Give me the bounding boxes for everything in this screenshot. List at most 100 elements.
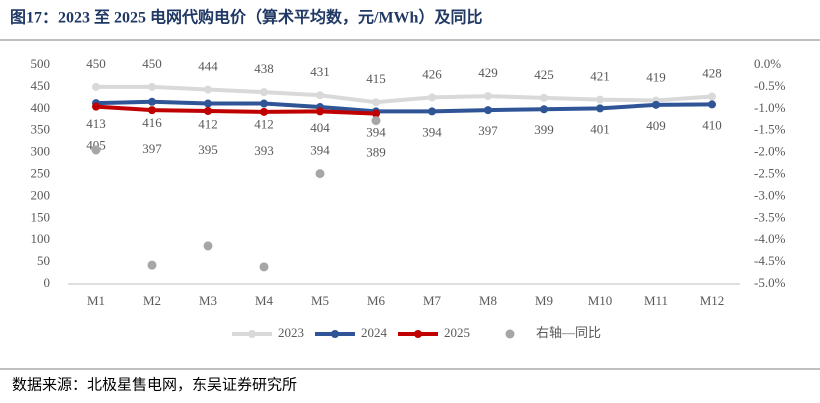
data-label: 394 xyxy=(422,124,442,139)
data-label: 431 xyxy=(310,64,330,79)
point xyxy=(708,100,716,109)
y-tick-label: 150 xyxy=(31,209,51,224)
point xyxy=(260,107,268,116)
source: 数据来源：北极星售电网，东吴证券研究所 xyxy=(12,376,297,393)
series-line xyxy=(95,104,377,116)
data-label: 415 xyxy=(366,71,386,86)
y2-tick-label: -3.5% xyxy=(754,209,786,224)
data-label: 397 xyxy=(478,123,498,138)
y2-tick-label: -2.5% xyxy=(754,165,786,180)
data-label: 438 xyxy=(254,61,274,76)
x-tick-label: M6 xyxy=(367,293,386,308)
point xyxy=(204,85,212,94)
chart-title: 图17：2023 至 2025 电网代购电价（算术平均数，元/MWh）及同比 xyxy=(10,8,482,27)
y2-tick-label: 0.0% xyxy=(754,56,781,71)
point xyxy=(203,241,213,251)
point xyxy=(596,95,604,104)
x-tick-label: M11 xyxy=(644,293,668,308)
y2-tick-label: -2.0% xyxy=(754,144,786,159)
legend-label: 2024 xyxy=(361,325,388,340)
y2-tick-label: -0.5% xyxy=(754,78,786,93)
data-label: 393 xyxy=(254,143,274,158)
point xyxy=(147,260,157,270)
data-label: 428 xyxy=(702,66,722,81)
y-tick-label: 0 xyxy=(44,275,51,290)
point xyxy=(708,92,716,101)
data-label: 444 xyxy=(198,59,218,74)
data-label: 450 xyxy=(142,56,162,71)
x-tick-label: M2 xyxy=(143,293,161,308)
y2-tick-label: -1.5% xyxy=(754,122,786,137)
data-label: 389 xyxy=(366,145,386,160)
y2-tick-label: -1.0% xyxy=(754,100,786,115)
data-label: 412 xyxy=(198,117,218,132)
series-line xyxy=(95,99,713,114)
point xyxy=(371,116,381,126)
y-tick-label: 400 xyxy=(31,100,51,115)
point xyxy=(428,93,436,102)
x-tick-label: M8 xyxy=(479,293,497,308)
x-tick-label: M9 xyxy=(535,293,553,308)
y2-tick-label: -4.0% xyxy=(754,231,786,246)
y-tick-label: 500 xyxy=(31,56,51,71)
y-tick-label: 100 xyxy=(31,231,51,246)
data-label: 425 xyxy=(534,67,554,82)
legend-label: 右轴—同比 xyxy=(536,325,601,340)
y2-tick-label: -5.0% xyxy=(754,275,786,290)
legend-marker xyxy=(414,330,422,338)
point xyxy=(372,98,380,107)
point xyxy=(148,82,156,91)
point xyxy=(260,88,268,97)
point xyxy=(316,107,324,116)
x-tick-label: M4 xyxy=(255,293,274,308)
point xyxy=(148,97,156,106)
data-label: 419 xyxy=(646,69,666,84)
y2-tick-label: -3.0% xyxy=(754,187,786,202)
data-label: 450 xyxy=(86,56,106,71)
point xyxy=(316,91,324,100)
y-tick-label: 300 xyxy=(31,144,51,159)
point xyxy=(484,106,492,115)
x-tick-label: M10 xyxy=(588,293,613,308)
data-label: 413 xyxy=(86,116,106,131)
point xyxy=(652,100,660,109)
data-label: 409 xyxy=(646,118,666,133)
legend-marker xyxy=(248,330,256,338)
legend-marker xyxy=(331,330,339,338)
data-label: 404 xyxy=(310,120,330,135)
y-tick-label: 350 xyxy=(31,122,51,137)
point xyxy=(596,104,604,113)
data-label: 401 xyxy=(590,121,610,136)
legend-label: 2025 xyxy=(444,325,470,340)
x-tick-label: M12 xyxy=(700,293,725,308)
data-label: 394 xyxy=(310,142,330,157)
data-label: 421 xyxy=(590,69,610,84)
data-label: 405 xyxy=(86,138,106,153)
point xyxy=(540,93,548,102)
data-label: 416 xyxy=(142,115,162,130)
series-line xyxy=(96,84,713,105)
point xyxy=(372,109,380,118)
point xyxy=(259,262,269,272)
x-tick-label: M7 xyxy=(423,293,442,308)
x-tick-label: M1 xyxy=(87,293,105,308)
point xyxy=(204,99,212,108)
point xyxy=(484,92,492,101)
point xyxy=(92,102,100,111)
point xyxy=(91,145,101,155)
y-tick-label: 450 xyxy=(31,78,51,93)
legend-marker xyxy=(505,329,515,339)
data-label: 395 xyxy=(198,142,218,157)
legend-label: 2023 xyxy=(278,325,304,340)
point xyxy=(540,105,548,114)
data-label: 394 xyxy=(366,124,386,139)
x-tick-label: M3 xyxy=(199,293,217,308)
data-label: 412 xyxy=(254,117,274,132)
point xyxy=(260,99,268,108)
y-tick-label: 250 xyxy=(31,165,51,180)
x-tick-label: M5 xyxy=(311,293,329,308)
data-label: 397 xyxy=(142,141,162,156)
data-label: 399 xyxy=(534,122,554,137)
point xyxy=(204,106,212,115)
